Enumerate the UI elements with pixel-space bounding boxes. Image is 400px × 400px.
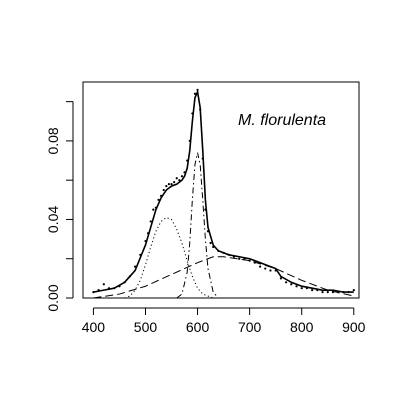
y-axis: 0.00 0.04 0.08 (45, 101, 74, 312)
data-point (180, 175, 184, 178)
x-tick-label: 900 (342, 319, 366, 335)
data-point (290, 283, 293, 286)
dashed-series-line (93, 256, 354, 299)
y-tick-label: 0.08 (45, 127, 61, 154)
data-point (326, 291, 329, 294)
x-tick-label: 600 (186, 319, 210, 335)
data-point (167, 183, 171, 186)
data-point (152, 208, 155, 211)
data-point (279, 277, 282, 280)
y-tick-label: 0.04 (45, 206, 61, 233)
x-axis: 400 500 600 700 800 900 (82, 307, 366, 335)
data-point (284, 281, 288, 284)
data-point (193, 92, 197, 95)
plot-frame (82, 81, 360, 299)
dashdot-series-line (176, 152, 219, 299)
data-point (300, 287, 303, 290)
data-point (321, 291, 324, 294)
y-tick-label: 0.00 (45, 284, 61, 311)
data-point (162, 188, 165, 192)
data-point (352, 289, 355, 292)
solid-series-line (93, 89, 354, 293)
data-point (149, 220, 152, 223)
data-point (311, 289, 314, 292)
data-point (175, 177, 178, 180)
data-point (157, 198, 160, 201)
data-point (295, 285, 298, 288)
data-point (170, 183, 173, 186)
chart-annotation: M. florulenta (238, 112, 326, 129)
dotted-series-line (124, 216, 214, 299)
x-tick-label: 500 (134, 319, 158, 335)
data-point (264, 267, 267, 270)
data-point (102, 283, 105, 286)
data-point (209, 241, 212, 245)
x-tick-label: 700 (238, 319, 262, 335)
data-point (173, 181, 176, 184)
series-layer (92, 88, 355, 299)
data-point (269, 269, 272, 272)
data-point (258, 265, 262, 268)
data-point (165, 184, 168, 188)
x-tick-label: 800 (290, 319, 314, 335)
x-tick-label: 400 (82, 319, 106, 335)
data-point (238, 257, 241, 260)
